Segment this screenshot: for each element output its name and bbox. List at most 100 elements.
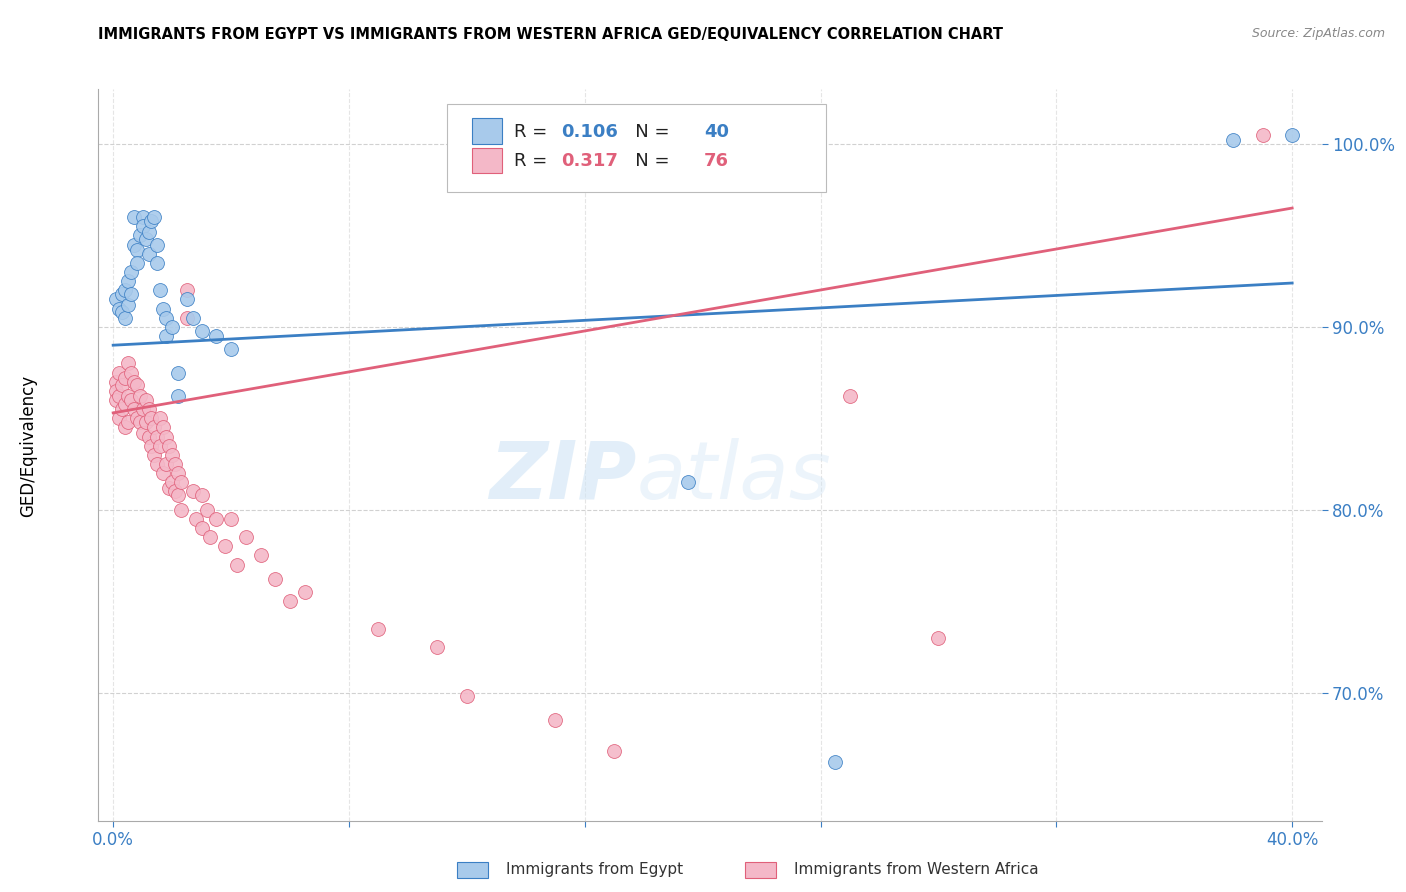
Point: [146, 430, 169, 444]
Text: 40: 40: [704, 122, 728, 141]
Point: [108, 389, 131, 403]
Point: [214, 539, 236, 553]
Point: [149, 284, 172, 298]
Point: [135, 392, 157, 407]
Text: Source: ZipAtlas.com: Source: ZipAtlas.com: [1251, 27, 1385, 40]
Point: [125, 378, 148, 392]
Text: GED/Equivalency: GED/Equivalency: [20, 375, 37, 517]
Point: [176, 293, 198, 307]
Point: [120, 265, 142, 279]
Point: [170, 475, 193, 490]
Point: [205, 512, 228, 526]
Point: [122, 237, 145, 252]
Point: [165, 457, 187, 471]
Text: N =: N =: [619, 122, 675, 141]
Point: [152, 420, 174, 434]
Point: [138, 402, 160, 417]
Point: [278, 594, 301, 608]
Point: [927, 631, 949, 645]
Point: [219, 342, 242, 356]
Point: [131, 211, 153, 225]
Text: Immigrants from Egypt: Immigrants from Egypt: [506, 863, 683, 877]
Point: [135, 415, 157, 429]
Point: [155, 310, 177, 325]
Point: [824, 755, 846, 769]
Point: [603, 744, 626, 758]
FancyBboxPatch shape: [471, 148, 502, 173]
Point: [167, 488, 190, 502]
Text: R =: R =: [515, 152, 554, 169]
Point: [105, 375, 128, 389]
Point: [152, 467, 174, 481]
Point: [839, 389, 862, 403]
Point: [190, 521, 212, 535]
Point: [128, 228, 150, 243]
Point: [114, 310, 136, 325]
Point: [456, 690, 478, 704]
Point: [143, 448, 166, 462]
Point: [120, 392, 142, 407]
Point: [141, 411, 163, 425]
Point: [117, 356, 139, 371]
Point: [294, 585, 316, 599]
Point: [160, 319, 183, 334]
Point: [131, 425, 153, 440]
Point: [108, 366, 131, 380]
Point: [167, 467, 190, 481]
Point: [190, 324, 212, 338]
FancyBboxPatch shape: [471, 119, 502, 145]
Point: [157, 439, 180, 453]
Point: [1222, 133, 1244, 147]
Text: atlas: atlas: [637, 438, 831, 516]
Text: N =: N =: [619, 152, 675, 169]
Point: [135, 232, 157, 246]
Point: [125, 411, 148, 425]
Point: [170, 502, 193, 516]
Point: [122, 402, 145, 417]
Point: [249, 549, 271, 563]
Point: [676, 475, 699, 490]
Point: [544, 713, 567, 727]
Point: [426, 640, 449, 654]
Point: [114, 284, 136, 298]
Point: [138, 247, 160, 261]
Point: [155, 329, 177, 343]
Point: [181, 484, 204, 499]
Point: [128, 389, 150, 403]
Point: [264, 572, 287, 586]
Point: [120, 366, 142, 380]
Point: [117, 415, 139, 429]
Point: [1251, 128, 1274, 142]
Point: [197, 502, 219, 516]
Text: Immigrants from Western Africa: Immigrants from Western Africa: [794, 863, 1039, 877]
Point: [160, 448, 183, 462]
Point: [117, 274, 139, 288]
Point: [146, 237, 169, 252]
Point: [176, 310, 198, 325]
Point: [128, 415, 150, 429]
Point: [155, 430, 177, 444]
Point: [184, 512, 207, 526]
Point: [131, 402, 153, 417]
Point: [1281, 128, 1303, 142]
Text: ZIP: ZIP: [489, 438, 637, 516]
Point: [114, 420, 136, 434]
Point: [633, 141, 655, 155]
Point: [149, 439, 172, 453]
Point: [176, 284, 198, 298]
FancyBboxPatch shape: [447, 103, 827, 192]
Point: [108, 301, 131, 316]
Point: [111, 305, 134, 319]
Point: [219, 512, 242, 526]
Point: [108, 411, 131, 425]
Point: [114, 397, 136, 411]
Point: [160, 475, 183, 490]
Point: [190, 488, 212, 502]
Point: [141, 214, 163, 228]
Point: [120, 287, 142, 301]
Text: 0.317: 0.317: [561, 152, 617, 169]
Point: [131, 219, 153, 234]
Point: [143, 420, 166, 434]
Point: [125, 243, 148, 257]
Point: [117, 389, 139, 403]
